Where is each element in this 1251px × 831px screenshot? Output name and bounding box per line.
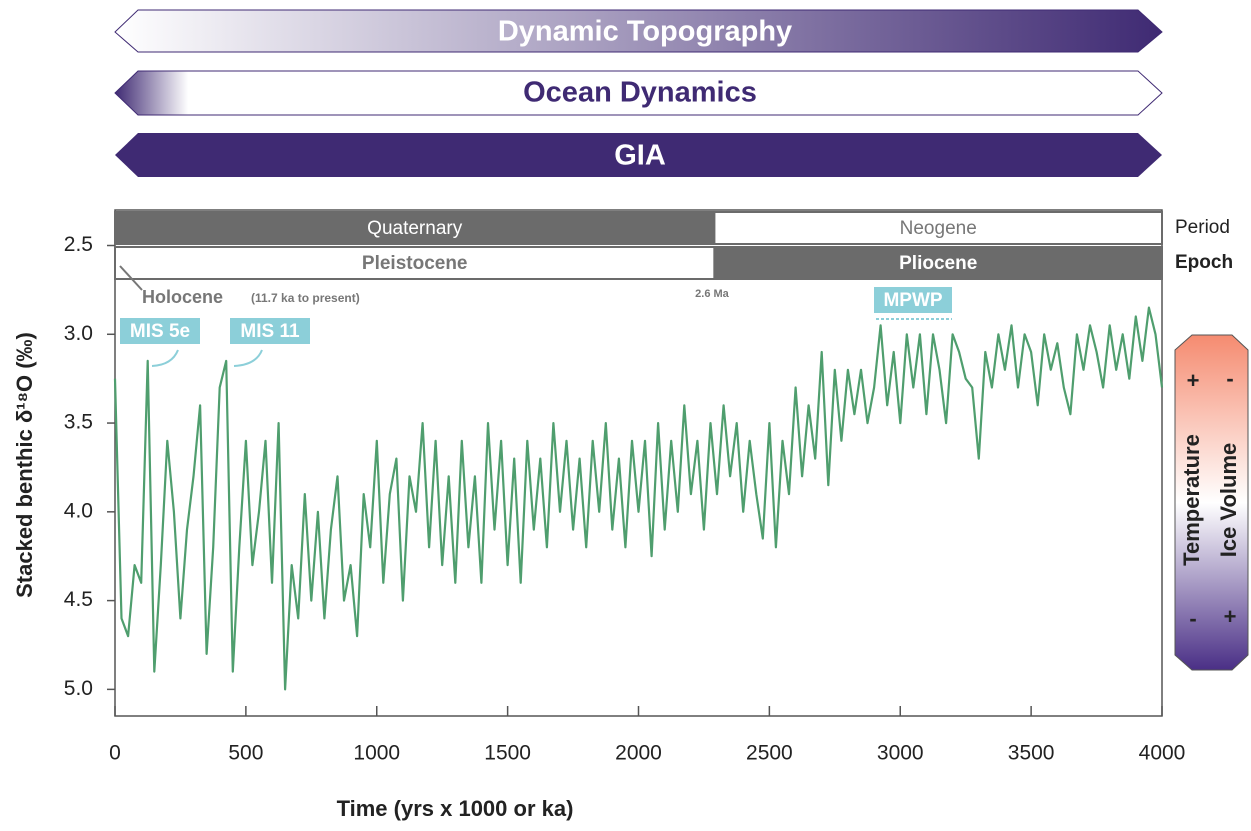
annotation: (11.7 ka to present) — [251, 291, 360, 305]
banner-label: Ocean Dynamics — [523, 77, 757, 109]
annotation-box — [120, 318, 200, 344]
x-tick-label: 1500 — [484, 742, 531, 765]
banner-label: GIA — [614, 140, 666, 172]
side-sign: + — [1187, 368, 1200, 393]
y-axis-label: Stacked benthic δ¹⁸O (‰) — [12, 332, 37, 598]
side-sign: - — [1189, 606, 1196, 631]
annotation-arrow — [119, 265, 143, 291]
banner-label: Dynamic Topography — [498, 16, 792, 48]
y-tick-label: 5.0 — [64, 677, 93, 700]
time-unit — [713, 211, 1163, 245]
annotation-box — [874, 287, 952, 313]
side-scale — [1174, 334, 1249, 671]
x-tick-label: 4000 — [1139, 742, 1186, 765]
plot-frame — [114, 209, 1163, 717]
side-sign: + — [1224, 604, 1237, 629]
side-sign: - — [1226, 366, 1233, 391]
time-unit — [114, 246, 716, 280]
time-unit-label: Quaternary — [367, 218, 463, 239]
x-tick-label: 0 — [109, 742, 121, 765]
x-tick-label: 3500 — [1008, 742, 1055, 765]
time-unit — [713, 246, 1163, 280]
side-label: Temperature — [1179, 434, 1204, 566]
banner — [114, 70, 1163, 116]
y-tick-label: 4.5 — [64, 588, 93, 611]
side-label: Ice Volume — [1216, 443, 1241, 558]
row-label: Epoch — [1175, 252, 1233, 273]
annotation: MPWP — [883, 290, 942, 311]
y-tick-label: 3.5 — [64, 411, 93, 434]
annotation-arrow — [233, 349, 263, 367]
data-line — [113, 306, 1164, 691]
annotation: Holocene — [142, 287, 223, 307]
y-tick-label: 2.5 — [64, 233, 93, 256]
x-tick-label: 1000 — [353, 742, 400, 765]
annotation-arrow — [151, 349, 179, 367]
row-label: Period — [1175, 217, 1230, 238]
x-tick-label: 500 — [228, 742, 263, 765]
x-tick-label: 3000 — [877, 742, 924, 765]
y-tick-label: 3.0 — [64, 322, 93, 345]
x-tick-label: 2500 — [746, 742, 793, 765]
x-axis-label: Time (yrs x 1000 or ka) — [337, 796, 574, 821]
annotation: MIS 11 — [240, 321, 300, 342]
banner — [115, 133, 1162, 177]
annotation: 2.6 Ma — [695, 288, 730, 300]
time-unit-label: Pleistocene — [362, 253, 468, 274]
time-unit — [114, 211, 716, 245]
banner — [114, 9, 1163, 53]
time-unit-label: Neogene — [900, 218, 977, 239]
annotation: MIS 5e — [130, 321, 190, 342]
time-unit-label: Pliocene — [899, 253, 977, 274]
annotation-box — [230, 318, 310, 344]
y-tick-label: 4.0 — [64, 499, 93, 522]
x-tick-label: 2000 — [615, 742, 662, 765]
